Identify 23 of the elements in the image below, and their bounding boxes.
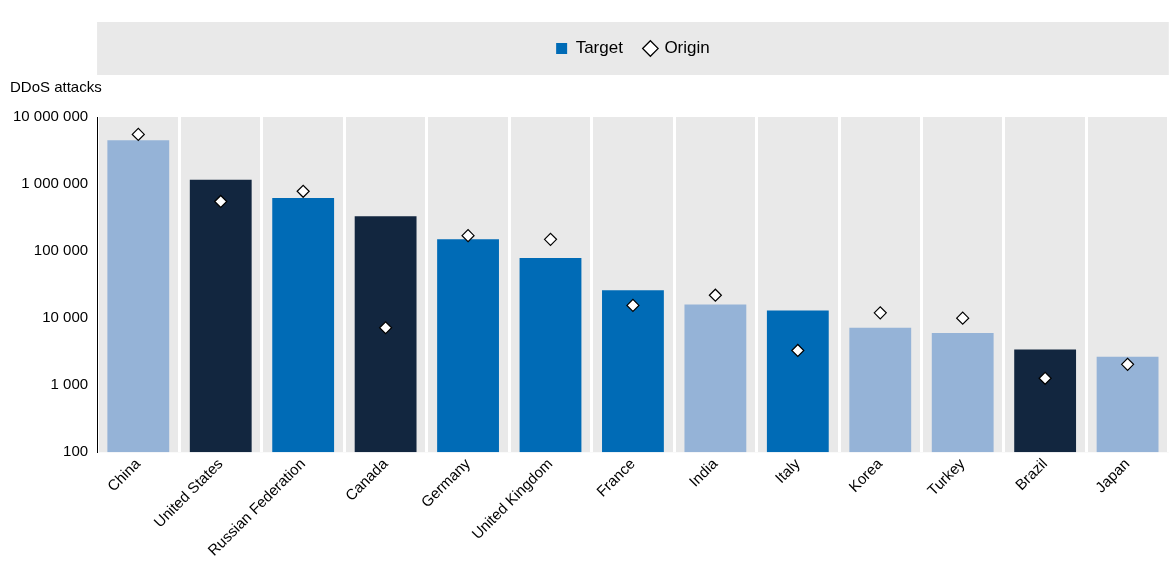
point (626, 298, 640, 313)
point (708, 288, 722, 302)
y-tick-label: 10 000 (42, 308, 89, 326)
x-tick-label: Italy (771, 454, 804, 487)
y-tick-label: 100 (63, 442, 89, 460)
point (1120, 357, 1135, 371)
point (791, 343, 805, 358)
y-tick-label: 1 000 000 (21, 174, 89, 192)
point (1038, 371, 1052, 385)
y-tick-label: 100 000 (33, 241, 89, 259)
point (956, 311, 970, 325)
point (214, 194, 228, 209)
point (461, 229, 475, 243)
point (296, 184, 310, 198)
point (873, 306, 887, 320)
point (379, 321, 393, 335)
y-tick-label: 10 000 000 (13, 107, 89, 125)
point (543, 232, 558, 246)
point (131, 127, 145, 142)
legend-label: Origin (664, 38, 710, 58)
y-axis-title: DDoS attacks (10, 77, 102, 95)
y-tick-label: 1 000 (50, 375, 89, 393)
legend-label: Target (575, 38, 624, 58)
